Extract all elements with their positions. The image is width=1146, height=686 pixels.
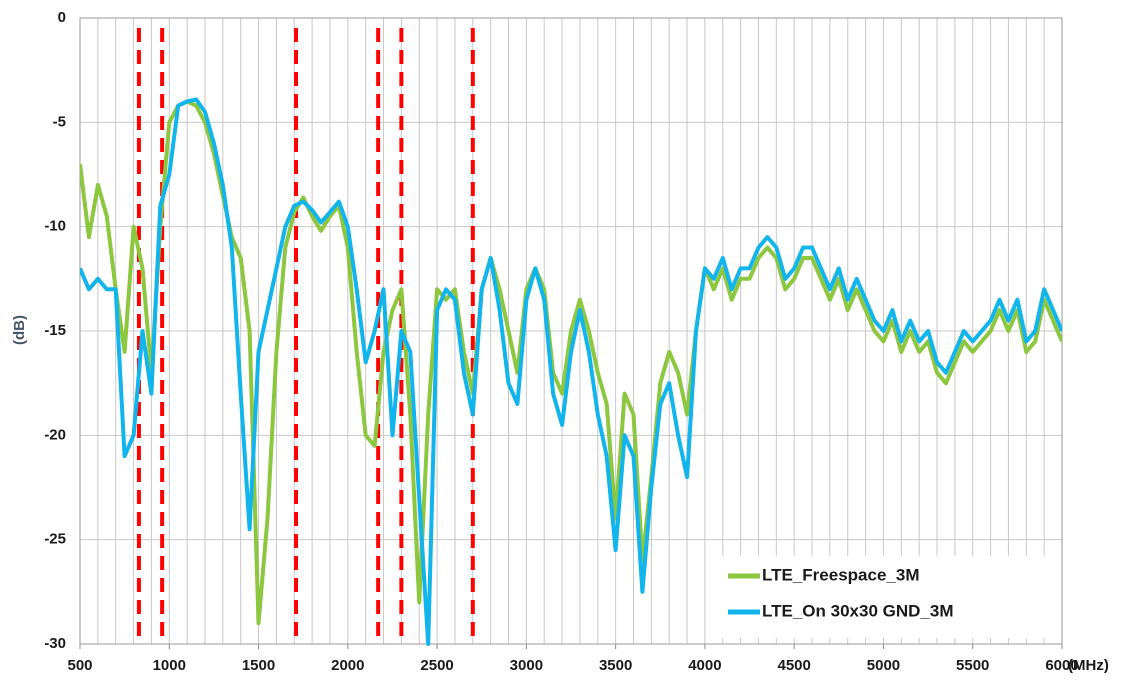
y-tick-label: -20 — [44, 426, 66, 443]
x-tick-label: 5000 — [867, 657, 900, 674]
y-tick-label: 0 — [58, 9, 66, 26]
legend-box — [712, 556, 1052, 638]
x-tick-label: 5500 — [956, 657, 989, 674]
x-tick-label: 2000 — [331, 657, 364, 674]
legend-label: LTE_On 30x30 GND_3M — [762, 601, 953, 620]
x-tick-label: 4500 — [777, 657, 810, 674]
x-tick-label: 1500 — [242, 657, 275, 674]
y-tick-label: -15 — [44, 322, 66, 339]
legend-label: LTE_Freespace_3M — [762, 565, 919, 584]
x-tick-label: 500 — [67, 657, 92, 674]
x-tick-label: 3000 — [510, 657, 543, 674]
x-axis-label: (MHz) — [1068, 657, 1109, 674]
y-axis-label: (dB) — [11, 315, 28, 345]
x-tick-label: 1000 — [153, 657, 186, 674]
y-tick-label: -25 — [44, 531, 66, 548]
series-line — [80, 97, 1062, 646]
x-tick-label: 4000 — [688, 657, 721, 674]
x-tick-label: 6000 — [1045, 657, 1078, 674]
y-tick-label: -30 — [44, 635, 66, 652]
y-tick-label: -10 — [44, 218, 66, 235]
y-tick-label: -5 — [53, 113, 66, 130]
x-tick-label: 3500 — [599, 657, 632, 674]
x-tick-label: 2500 — [420, 657, 453, 674]
series-line — [80, 99, 1062, 626]
